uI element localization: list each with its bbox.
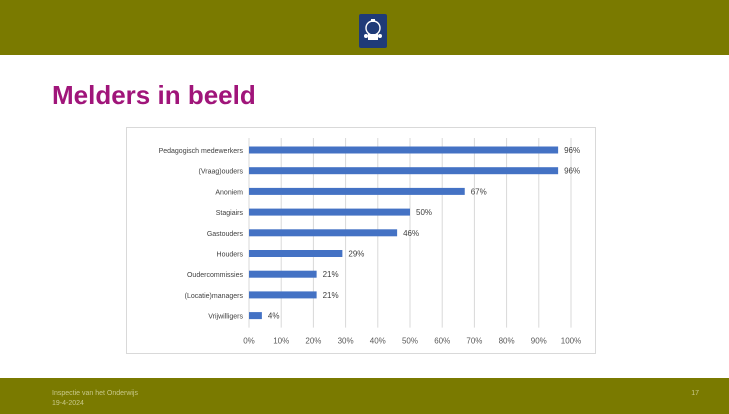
bar — [249, 291, 317, 298]
data-label: 21% — [323, 291, 339, 300]
bar — [249, 147, 558, 154]
footer-bar: Inspectie van het Onderwijs 19-4-2024 17 — [0, 378, 729, 414]
bar — [249, 250, 342, 257]
category-label: Anoniem — [215, 189, 243, 196]
x-tick-label: 40% — [370, 337, 386, 346]
category-label: Gastouders — [207, 231, 244, 238]
slide-title: Melders in beeld — [52, 80, 256, 111]
x-tick-label: 30% — [338, 337, 354, 346]
bar — [249, 312, 262, 319]
category-label: Houders — [217, 252, 244, 259]
category-label: Pedagogisch medewerkers — [159, 148, 244, 155]
data-label: 29% — [348, 250, 364, 259]
x-tick-label: 0% — [243, 337, 255, 346]
data-label: 67% — [471, 187, 487, 196]
page-number: 17 — [691, 390, 699, 397]
x-tick-label: 20% — [305, 337, 321, 346]
x-tick-label: 80% — [499, 337, 515, 346]
data-label: 4% — [268, 312, 280, 321]
x-tick-label: 70% — [466, 337, 482, 346]
x-tick-label: 100% — [561, 337, 581, 346]
government-crest-icon — [359, 14, 387, 48]
category-label: (Locatie)managers — [185, 293, 244, 300]
bar — [249, 271, 317, 278]
bar — [249, 229, 397, 236]
bar — [249, 209, 410, 216]
bar-chart-svg: 0% 10% 20% 30% 40% 50% 60% 70% 80% 90% 100% Pedagog… — [127, 128, 597, 355]
data-label: 50% — [416, 208, 432, 217]
data-label: 96% — [564, 146, 580, 155]
bar-chart: 0% 10% 20% 30% 40% 50% 60% 70% 80% 90% 100% Pedagog… — [126, 127, 596, 354]
x-tick-label: 60% — [434, 337, 450, 346]
data-label: 96% — [564, 167, 580, 176]
x-tick-label: 10% — [273, 337, 289, 346]
bar — [249, 188, 465, 195]
footer-organization: Inspectie van het Onderwijs — [52, 390, 138, 397]
footer-date: 19-4-2024 — [52, 400, 84, 407]
category-label: Stagiairs — [216, 210, 244, 217]
data-label: 46% — [403, 229, 419, 238]
data-label: 21% — [323, 270, 339, 279]
category-label: Vrijwilligers — [208, 314, 243, 321]
x-tick-label: 50% — [402, 337, 418, 346]
category-label: Oudercommissies — [187, 272, 244, 279]
header-bar — [0, 0, 729, 55]
category-label: (Vraag)ouders — [199, 169, 244, 176]
x-tick-label: 90% — [531, 337, 547, 346]
bar — [249, 167, 558, 174]
